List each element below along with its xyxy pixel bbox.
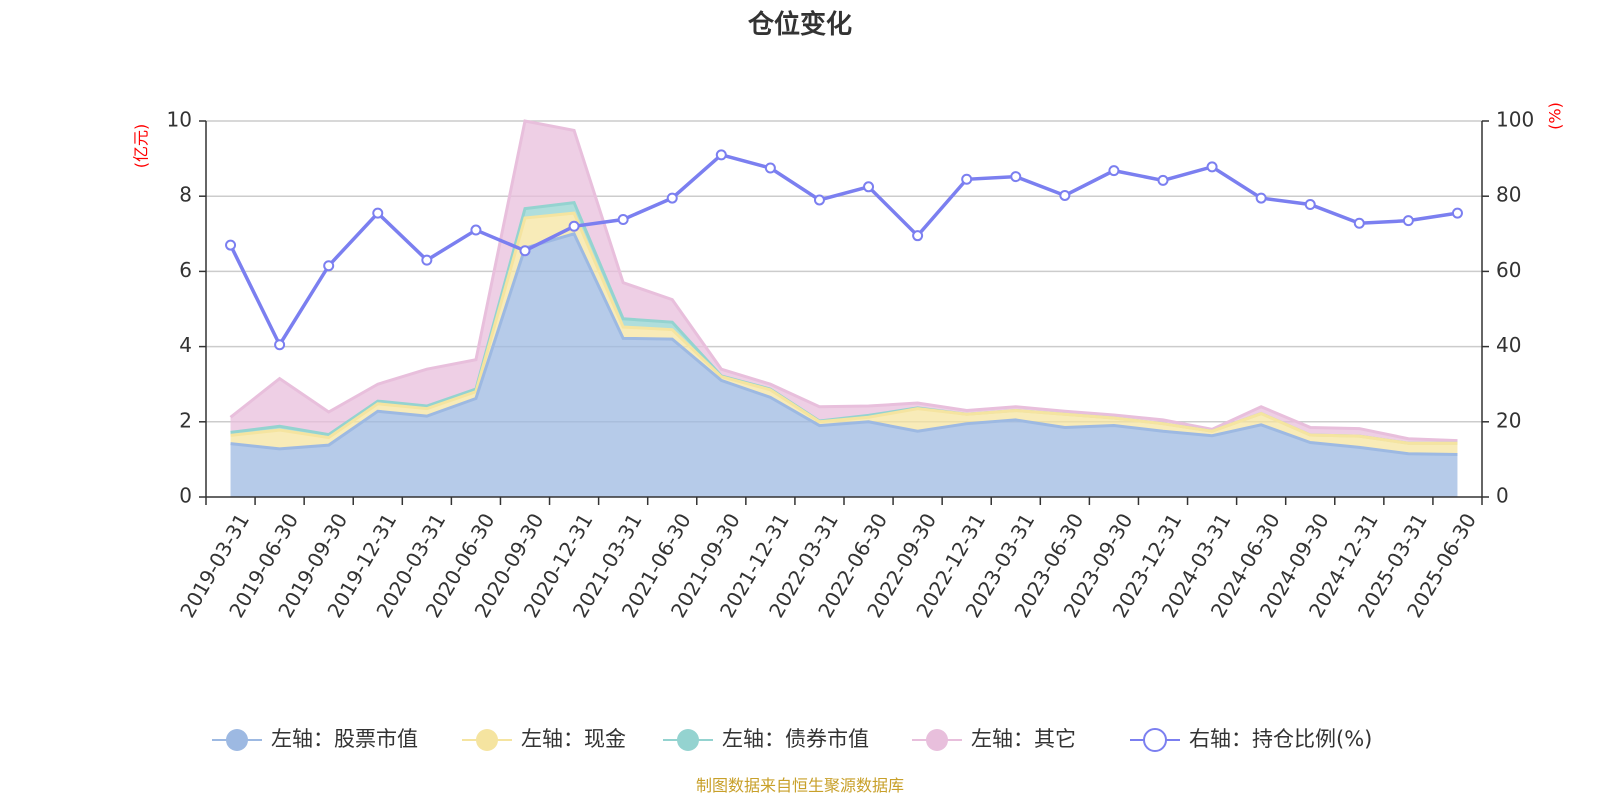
legend-item: 左轴：其它 [912, 727, 1076, 751]
ratio-point [323, 260, 335, 272]
area-edge-series-1 [230, 211, 1458, 445]
legend-label: 左轴：债券市值 [722, 727, 869, 751]
area-series-3 [230, 121, 1458, 444]
ratio-point [519, 245, 531, 257]
legend-label: 左轴：其它 [971, 727, 1076, 751]
legend-item: 左轴：股票市值 [212, 727, 418, 751]
legend-label: 右轴：持仓比例(%) [1189, 727, 1372, 751]
left-axis-tick-label: 0 [179, 484, 192, 508]
ratio-point [1402, 215, 1414, 227]
stacked-areas [229, 119, 1458, 498]
ratio-point [1010, 171, 1022, 183]
area-edge-series-0 [230, 232, 1458, 457]
ratio-point [470, 224, 482, 236]
legend-item: 右轴：持仓比例(%) [1130, 727, 1372, 752]
left-axis-tick-label: 6 [179, 258, 192, 282]
ratio-point [1353, 217, 1365, 229]
ratio-point [666, 192, 678, 204]
legend-marker [476, 729, 498, 751]
legend-marker [926, 729, 948, 751]
legend-marker [226, 729, 248, 751]
chart-title: 仓位变化 [747, 9, 852, 40]
ratio-line [228, 152, 1458, 349]
ratio-point [863, 181, 875, 193]
legend-label: 左轴：股票市值 [271, 727, 418, 751]
ratio-line-layer [225, 149, 1463, 351]
ratio-point [813, 194, 825, 206]
right-axis-tick-label: 80 [1496, 183, 1521, 207]
left-axis-unit: (亿元) [132, 124, 151, 169]
ratio-point [961, 173, 973, 185]
right-axis-tick-label: 20 [1496, 408, 1521, 432]
ratio-point [225, 239, 237, 251]
ratio-point [1108, 165, 1120, 177]
ratio-point [1206, 161, 1218, 173]
ratio-point [1157, 174, 1169, 186]
ratio-point [764, 162, 776, 174]
right-axis-tick-label: 0 [1496, 484, 1509, 508]
area-edge-series-3 [229, 119, 1458, 443]
ratio-point [421, 254, 433, 266]
ratio-point [568, 220, 580, 232]
source-note: 制图数据来自恒生聚源数据库 [696, 776, 904, 795]
ratio-point [715, 149, 727, 161]
right-axis-unit: (%) [1546, 102, 1565, 130]
left-axis-tick-label: 8 [179, 183, 192, 207]
left-axis-tick-label: 4 [179, 333, 192, 357]
legend-marker [1143, 728, 1167, 752]
legend: 左轴：股票市值 左轴：现金 左轴：债券市值 左轴：其它 右轴：持仓比例(%) [212, 727, 1372, 752]
ratio-point [912, 230, 924, 242]
right-axis-tick-label: 40 [1496, 333, 1521, 357]
ratio-point [1304, 198, 1316, 210]
legend-item: 左轴：现金 [462, 727, 626, 751]
legend-label: 左轴：现金 [521, 727, 626, 751]
ratio-point [617, 214, 629, 226]
area-series-0 [230, 233, 1458, 498]
legend-item: 左轴：债券市值 [663, 727, 869, 751]
ratio-point [1059, 189, 1071, 201]
ratio-point [372, 207, 384, 219]
axes: 02468100204060801002019-03-312019-06-302… [167, 108, 1535, 622]
right-axis-tick-label: 100 [1496, 108, 1534, 132]
right-axis-tick-label: 60 [1496, 258, 1521, 282]
legend-marker [677, 729, 699, 751]
ratio-point [1255, 192, 1267, 204]
ratio-point [1451, 207, 1463, 219]
left-axis-tick-label: 10 [167, 108, 192, 132]
ratio-point [274, 339, 286, 351]
left-axis-tick-label: 2 [179, 408, 192, 432]
